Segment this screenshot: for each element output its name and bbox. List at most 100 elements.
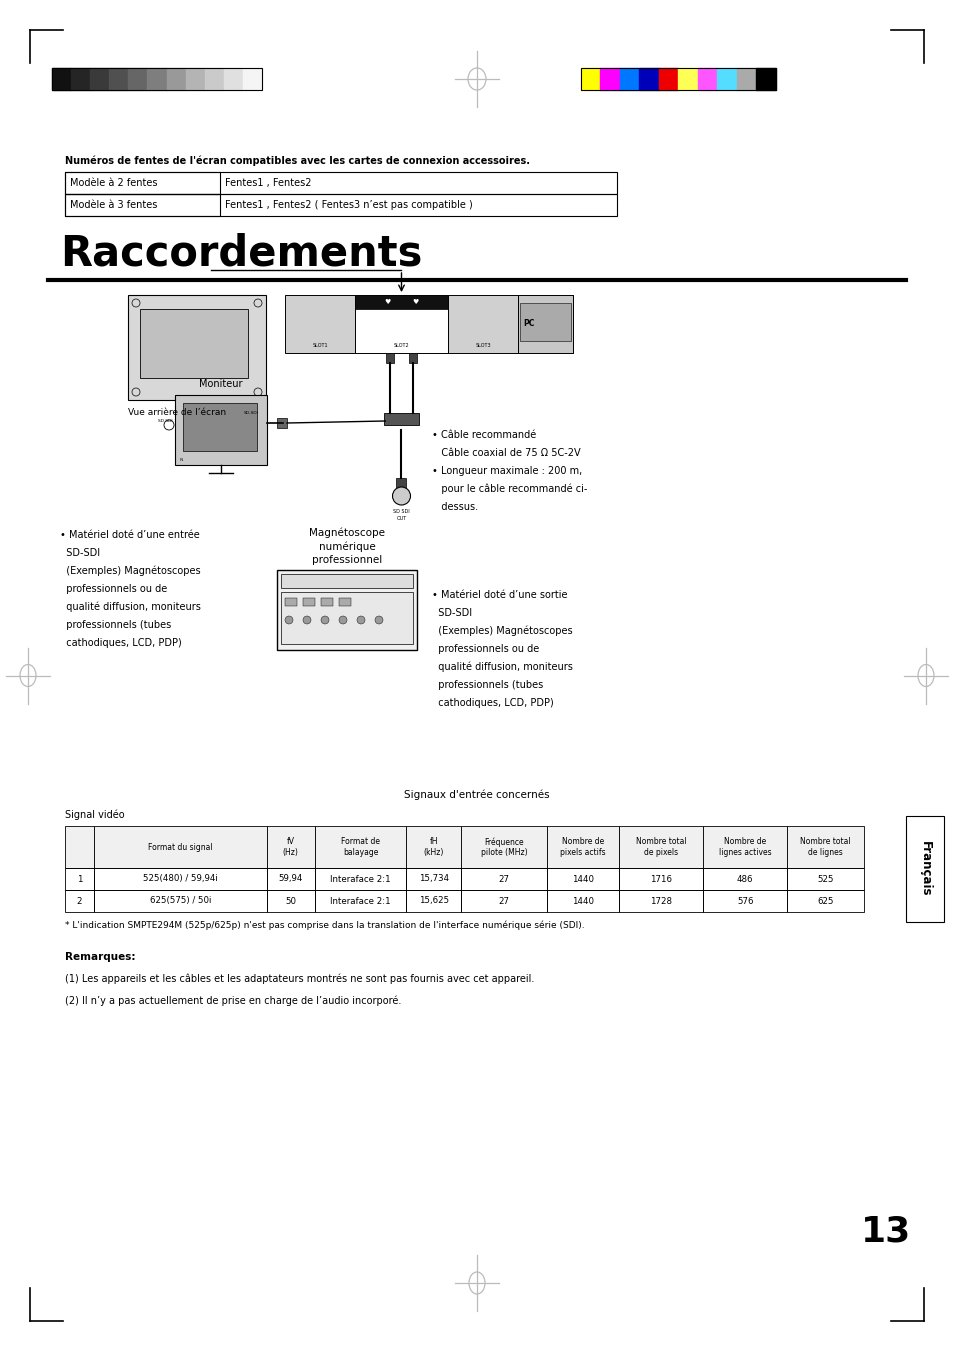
Bar bbox=[406, 867, 461, 890]
Bar bbox=[786, 825, 863, 867]
Bar bbox=[314, 890, 406, 912]
Text: Signaux d'entrée concernés: Signaux d'entrée concernés bbox=[404, 790, 549, 801]
Text: Nombre total
de lignes: Nombre total de lignes bbox=[800, 838, 850, 857]
Bar bbox=[517, 295, 573, 353]
Bar bbox=[546, 867, 618, 890]
Bar bbox=[619, 68, 639, 91]
Text: cathodiques, LCD, PDP): cathodiques, LCD, PDP) bbox=[432, 698, 553, 708]
Text: SLOT2: SLOT2 bbox=[394, 343, 409, 349]
Bar bbox=[396, 478, 406, 488]
Text: qualité diffusion, moniteurs: qualité diffusion, moniteurs bbox=[432, 662, 572, 673]
Text: fV
(Hz): fV (Hz) bbox=[282, 838, 298, 857]
Text: ♥: ♥ bbox=[384, 299, 391, 305]
Bar bbox=[786, 890, 863, 912]
Text: 15,625: 15,625 bbox=[418, 897, 449, 905]
Bar bbox=[448, 295, 517, 353]
Bar bbox=[702, 867, 786, 890]
Bar bbox=[461, 825, 546, 867]
Text: Format du signal: Format du signal bbox=[148, 843, 213, 851]
Text: • Matériel doté d’une entrée: • Matériel doté d’une entrée bbox=[60, 530, 199, 540]
Text: SD-SDI: SD-SDI bbox=[244, 411, 258, 415]
Bar bbox=[517, 295, 573, 353]
Text: 625: 625 bbox=[817, 897, 833, 905]
Text: Nombre de
lignes actives: Nombre de lignes actives bbox=[719, 838, 771, 857]
Bar bbox=[338, 598, 351, 607]
Bar bbox=[659, 68, 678, 91]
Text: professionnels (tubes: professionnels (tubes bbox=[60, 620, 172, 630]
Bar bbox=[65, 890, 93, 912]
Text: professionnels ou de: professionnels ou de bbox=[432, 644, 538, 654]
Bar bbox=[148, 68, 167, 91]
Bar bbox=[65, 867, 93, 890]
Text: 59,94: 59,94 bbox=[278, 874, 303, 884]
Bar bbox=[167, 68, 186, 91]
Bar bbox=[618, 890, 702, 912]
Bar bbox=[461, 867, 546, 890]
Bar bbox=[580, 68, 599, 91]
Text: 27: 27 bbox=[498, 874, 509, 884]
Text: 625(575) / 50i: 625(575) / 50i bbox=[150, 897, 211, 905]
Text: Magnétoscope
numérique
professionnel: Magnétoscope numérique professionnel bbox=[309, 527, 385, 565]
Bar bbox=[618, 867, 702, 890]
Text: 27: 27 bbox=[498, 897, 509, 905]
Text: * L'indication SMPTE294M (525p/625p) n'est pas comprise dans la translation de l: * L'indication SMPTE294M (525p/625p) n'e… bbox=[65, 920, 584, 929]
Bar bbox=[267, 825, 314, 867]
Bar bbox=[678, 68, 698, 91]
Bar bbox=[281, 574, 413, 588]
Bar bbox=[93, 890, 267, 912]
Bar bbox=[93, 825, 267, 867]
Bar bbox=[65, 172, 220, 195]
Bar bbox=[314, 867, 406, 890]
Text: Fentes1 , Fentes2 ( Fentes3 n’est pas compatible ): Fentes1 , Fentes2 ( Fentes3 n’est pas co… bbox=[225, 200, 473, 209]
Bar bbox=[267, 867, 314, 890]
Text: Français: Français bbox=[918, 842, 930, 897]
Text: Signal vidéo: Signal vidéo bbox=[65, 811, 125, 820]
Bar bbox=[128, 295, 266, 400]
Bar bbox=[276, 570, 416, 650]
Bar bbox=[303, 598, 314, 607]
Bar bbox=[93, 867, 267, 890]
Bar bbox=[91, 68, 110, 91]
Bar bbox=[243, 68, 262, 91]
Text: Moniteur: Moniteur bbox=[199, 380, 242, 389]
Text: 15,734: 15,734 bbox=[418, 874, 449, 884]
Bar bbox=[786, 867, 863, 890]
Text: Fentes1 , Fentes2: Fentes1 , Fentes2 bbox=[225, 178, 312, 188]
Text: 1440: 1440 bbox=[572, 897, 594, 905]
Bar bbox=[71, 68, 91, 91]
Bar bbox=[183, 403, 256, 451]
Bar bbox=[717, 68, 737, 91]
Text: SLOT1: SLOT1 bbox=[312, 343, 328, 349]
Bar bbox=[320, 598, 333, 607]
Bar bbox=[580, 68, 775, 91]
Circle shape bbox=[356, 616, 365, 624]
Bar bbox=[599, 68, 619, 91]
Text: SD SDI: SD SDI bbox=[393, 509, 410, 513]
Text: SLOT3: SLOT3 bbox=[475, 343, 490, 349]
Circle shape bbox=[303, 616, 311, 624]
Text: (2) Il n’y a pas actuellement de prise en charge de l’audio incorporé.: (2) Il n’y a pas actuellement de prise e… bbox=[65, 996, 401, 1006]
Bar bbox=[65, 195, 617, 216]
Text: (Exemples) Magnétoscopes: (Exemples) Magnétoscopes bbox=[432, 626, 572, 636]
Bar bbox=[65, 195, 220, 216]
Bar bbox=[698, 68, 717, 91]
Text: professionnels (tubes: professionnels (tubes bbox=[432, 680, 542, 690]
Bar bbox=[905, 816, 943, 921]
Text: 525(480) / 59,94i: 525(480) / 59,94i bbox=[143, 874, 217, 884]
Bar bbox=[224, 68, 243, 91]
Bar bbox=[110, 68, 129, 91]
Bar bbox=[461, 890, 546, 912]
Text: 1728: 1728 bbox=[650, 897, 672, 905]
Bar bbox=[618, 825, 702, 867]
Bar bbox=[406, 825, 461, 867]
Bar bbox=[406, 890, 461, 912]
Text: 50: 50 bbox=[285, 897, 296, 905]
Bar bbox=[129, 68, 148, 91]
Bar bbox=[174, 394, 267, 465]
Bar bbox=[314, 825, 406, 867]
Bar bbox=[267, 890, 314, 912]
Text: 576: 576 bbox=[737, 897, 753, 905]
Bar bbox=[519, 303, 571, 340]
Text: Raccordements: Raccordements bbox=[60, 232, 422, 274]
Text: Interaface 2:1: Interaface 2:1 bbox=[330, 874, 391, 884]
